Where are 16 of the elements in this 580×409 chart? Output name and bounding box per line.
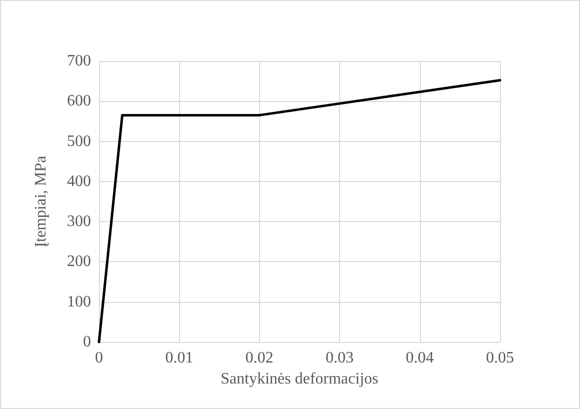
- x-tick-label: 0: [95, 350, 103, 366]
- y-tick-label: 600: [67, 92, 91, 110]
- y-tick-label: 200: [67, 253, 91, 270]
- x-tick-label: 0.02: [245, 350, 274, 366]
- y-tick-label: 300: [67, 213, 91, 230]
- y-axis-title: Įtempiai, MPa: [32, 156, 50, 248]
- x-tick-label: 0.01: [165, 350, 194, 366]
- y-tick-label: 400: [67, 172, 91, 190]
- y-tick-label: 0: [83, 334, 91, 350]
- y-tick-label: 500: [67, 132, 91, 150]
- y-tick-label: 700: [67, 52, 91, 70]
- x-tick-label: 0.04: [406, 350, 434, 366]
- x-axis-title: Santykinės deformacijos: [220, 370, 378, 388]
- y-tick-label: 100: [67, 293, 91, 310]
- x-tick-label: 0.03: [326, 350, 354, 366]
- x-tick-label: 0.05: [486, 350, 514, 366]
